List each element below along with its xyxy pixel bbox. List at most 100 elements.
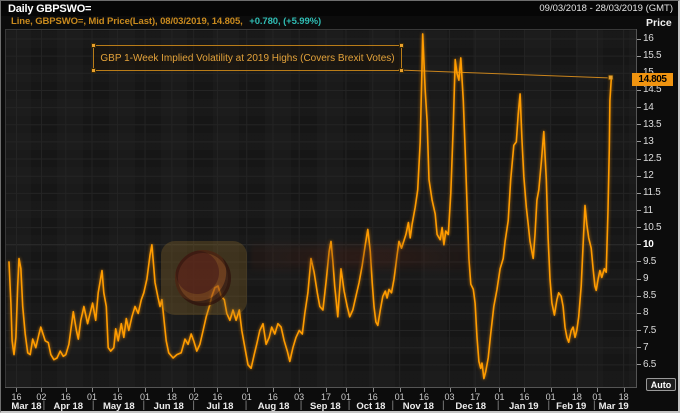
x-axis-day-label: 16 [11, 392, 22, 402]
y-axis-tick-label: 15.5 [643, 50, 662, 62]
x-axis-tick [576, 388, 578, 392]
x-axis-day-label: 01 [140, 392, 151, 402]
x-axis-day-label: 02 [188, 392, 199, 402]
x-axis-day-label: 03 [294, 392, 305, 402]
x-axis-day-label: 16 [267, 392, 278, 402]
plot-border [5, 29, 637, 388]
y-axis-tick-label: 14.5 [643, 84, 662, 96]
x-axis-month-label: Mar 19 [598, 401, 629, 412]
x-axis-tick [299, 388, 301, 392]
annotation-text: GBP 1-Week Implied Volatility at 2019 Hi… [100, 52, 395, 64]
x-axis-day-label: 17 [470, 392, 481, 402]
x-axis-month-separator: | [391, 400, 395, 411]
annotation-handle-top-right[interactable] [399, 43, 404, 48]
x-axis-tick [16, 388, 18, 392]
annotation-leader-handle[interactable] [607, 74, 614, 81]
x-axis-month-separator: | [441, 400, 445, 411]
x-axis-tick [399, 388, 401, 392]
x-axis-tick [597, 388, 599, 392]
y-axis-tick [637, 312, 641, 314]
y-axis-tick-label: 16 [643, 33, 654, 44]
price-axis-title: Price [646, 17, 672, 29]
y-axis-tick-label: 9 [643, 273, 649, 285]
x-axis-month-separator: | [496, 400, 500, 411]
y-axis-tick [637, 124, 641, 126]
x-axis-day-label: 16 [212, 392, 223, 402]
x-axis-month-label: Jan 19 [509, 401, 539, 412]
legend-series-text: Line, GBPSWO=, Mid Price(Last), 08/03/20… [11, 16, 243, 27]
x-axis-tick [91, 388, 93, 392]
x-axis-month-separator: | [42, 400, 46, 411]
x-axis-tick [246, 388, 248, 392]
watermark-smudge [251, 237, 471, 277]
title-bar: Daily GBPSWO= 09/03/2018 - 28/03/2019 (G… [1, 1, 678, 16]
y-axis-tick-label: 12.5 [643, 153, 662, 165]
date-range: 09/03/2018 - 28/03/2019 (GMT) [539, 3, 673, 14]
y-axis-tick [637, 295, 641, 297]
y-axis-tick [637, 141, 641, 143]
y-axis-tick [637, 107, 641, 109]
x-axis-tick [345, 388, 347, 392]
x-axis-month-label: Jul 18 [206, 401, 234, 412]
x-axis-tick [449, 388, 451, 392]
x-axis-month-label: Dec 18 [455, 401, 487, 412]
x-axis-day-label: 03 [444, 392, 455, 402]
y-axis-tick [637, 244, 641, 246]
chart-canvas[interactable] [5, 29, 637, 388]
x-axis-month-label: Oct 18 [356, 401, 386, 412]
x-axis-tick [372, 388, 374, 392]
x-axis-day-label: 18 [571, 392, 582, 402]
y-axis-tick-label: 14 [643, 101, 654, 113]
reuters-orb-icon [175, 250, 231, 306]
annotation-handle-top-left[interactable] [91, 43, 96, 48]
plot-area[interactable]: GBP 1-Week Implied Volatility at 2019 Hi… [5, 29, 637, 388]
x-axis-month-separator: | [142, 400, 146, 411]
x-axis-tick [423, 388, 425, 392]
x-axis-month-label: Mar 18 [11, 401, 42, 412]
x-axis-day-label: 16 [418, 392, 429, 402]
x-axis-month-label: Jun 18 [153, 401, 184, 412]
y-axis-tick-label: 11.5 [643, 187, 661, 199]
x-axis-day-label: 16 [519, 392, 530, 402]
x-axis-day-label: 01 [592, 392, 603, 402]
annotation-handle-bottom-right[interactable] [399, 68, 404, 73]
y-axis-tick [637, 261, 641, 263]
x-axis-day-label: 01 [494, 392, 505, 402]
x-axis-month-separator: | [192, 400, 196, 411]
chart-title: Daily GBPSWO= [8, 3, 92, 15]
x-axis-month-separator: | [347, 400, 351, 411]
y-axis-tick [637, 158, 641, 160]
x-axis-tick [65, 388, 67, 392]
x-axis-day-label: 17 [320, 392, 331, 402]
x-axis-tick [145, 388, 147, 392]
x-axis-month-separator: | [299, 400, 303, 411]
y-axis-tick-label: 7.5 [643, 324, 657, 336]
x-axis-day-label: 01 [241, 392, 252, 402]
y-axis-tick [637, 278, 641, 280]
annotation-box[interactable]: GBP 1-Week Implied Volatility at 2019 Hi… [91, 43, 404, 73]
y-axis-tick-label: 13 [643, 135, 654, 147]
x-axis-month-separator: | [91, 400, 95, 411]
x-axis-tick [623, 388, 625, 392]
auto-scale-button[interactable]: Auto [646, 378, 676, 391]
y-axis-tick [637, 330, 641, 332]
y-axis-tick-label: 8.5 [643, 290, 657, 302]
y-axis-tick [637, 38, 641, 40]
y-axis-tick [637, 364, 641, 366]
y-axis-tick-label: 12 [643, 170, 654, 182]
y-axis-tick-label: 7 [643, 341, 649, 353]
x-axis-day-label: 01 [340, 392, 351, 402]
x-axis-day-label: 02 [36, 392, 47, 402]
x-axis-tick [217, 388, 219, 392]
y-axis-tick-label: 13.5 [643, 118, 662, 130]
y-axis-tick [637, 89, 641, 91]
annotation-handle-bottom-left[interactable] [91, 68, 96, 73]
x-axis-tick [499, 388, 501, 392]
x-axis-day-label: 16 [112, 392, 123, 402]
volatility-line-series [8, 33, 612, 380]
y-axis-tick-label: 11 [643, 204, 653, 216]
x-axis-tick [550, 388, 552, 392]
x-axis-month-label: Feb 19 [556, 401, 587, 412]
annotation-leader-line [397, 69, 612, 79]
